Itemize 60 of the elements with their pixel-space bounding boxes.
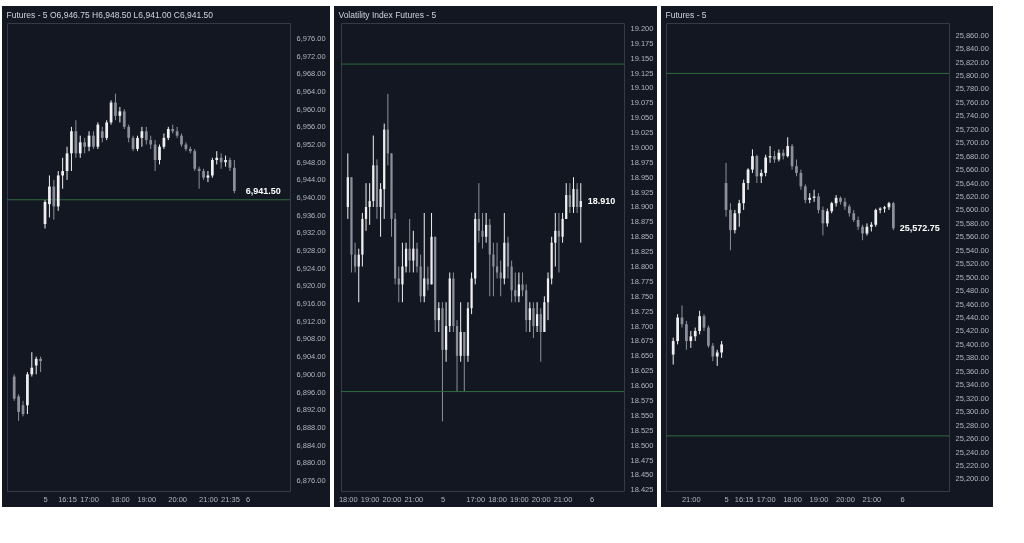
chart-title: Futures - 5 O6,946.75 H6,948.50 L6,941.00 C6,941.50	[6, 9, 214, 20]
candlestick	[671, 337, 675, 366]
candlestick	[232, 159, 236, 194]
candlestick	[764, 154, 768, 177]
candlestick	[812, 189, 816, 203]
candlestick	[379, 182, 382, 238]
candlestick	[561, 212, 564, 244]
candlestick	[572, 176, 575, 214]
candlestick	[817, 192, 820, 214]
candlestick	[576, 182, 579, 214]
candlestick	[755, 154, 759, 184]
candlestick	[78, 135, 82, 159]
candlestick	[685, 320, 688, 351]
candlestick	[492, 242, 495, 297]
candlestick	[803, 183, 807, 204]
candlestick	[532, 301, 535, 339]
candlestick	[521, 271, 524, 297]
candlestick	[61, 157, 65, 190]
candlestick	[105, 119, 109, 141]
candlestick	[426, 266, 430, 291]
candlestick	[825, 208, 829, 228]
candlestick	[423, 212, 426, 303]
candlestick	[197, 166, 201, 190]
candlestick	[786, 136, 790, 158]
candlestick	[579, 182, 582, 244]
candlestick	[557, 212, 561, 273]
candlestick	[70, 126, 73, 172]
candlestick	[193, 148, 197, 172]
candlestick	[210, 157, 214, 179]
candlestick	[711, 342, 715, 362]
candlestick	[514, 271, 517, 303]
candlestick	[401, 242, 404, 303]
candlestick	[874, 208, 878, 228]
candlestick	[122, 108, 126, 130]
candlestick	[707, 325, 710, 349]
candlestick	[96, 121, 100, 150]
candlestick	[368, 182, 371, 226]
chart-title: Futures - 5	[665, 9, 707, 20]
chart-title: Volatility Index Futures - 5	[338, 9, 437, 20]
candlestick	[397, 266, 400, 303]
candlestick	[733, 209, 737, 234]
candlestick	[751, 148, 754, 174]
candlestick	[698, 310, 701, 335]
candlestick	[737, 199, 741, 228]
candlestick	[74, 119, 78, 159]
candlestick	[729, 202, 732, 251]
candlestick	[52, 179, 56, 221]
candlestick	[158, 144, 161, 165]
annotation: 25,572.75	[899, 223, 940, 234]
candlestick	[539, 307, 542, 363]
candlestick	[114, 93, 117, 121]
candlestick	[48, 174, 51, 218]
candlestick	[676, 313, 679, 345]
candlestick	[742, 179, 746, 211]
candlestick	[499, 260, 502, 297]
candlestick	[206, 170, 210, 183]
candlestick	[856, 216, 860, 231]
candlestick	[30, 351, 34, 378]
annotation: 18.910	[587, 196, 616, 207]
annotation: 6,941.50	[245, 185, 281, 196]
